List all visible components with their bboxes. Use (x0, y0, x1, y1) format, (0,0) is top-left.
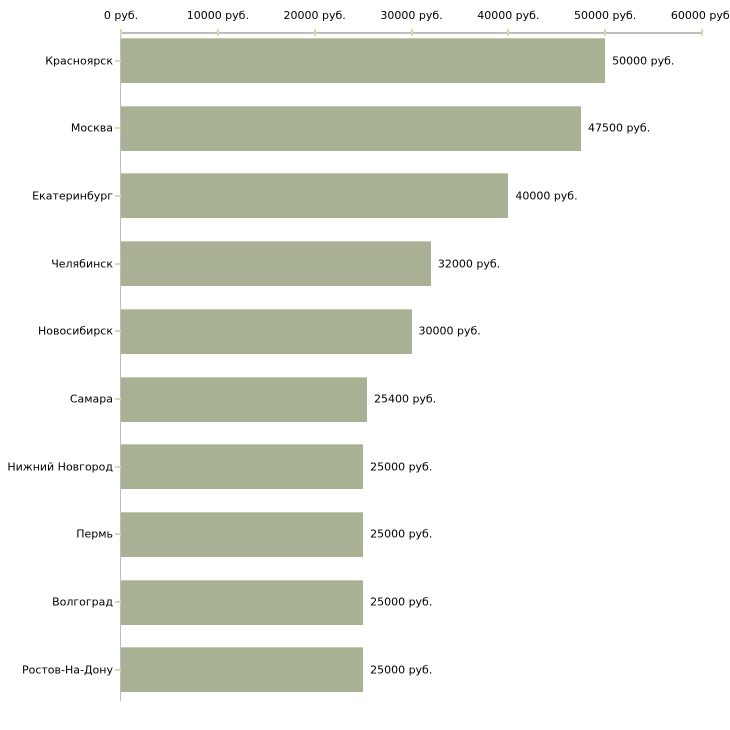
value-axis-tick (701, 29, 703, 36)
bar (121, 579, 364, 625)
category-axis-tick (115, 465, 122, 468)
value-axis-tick (313, 29, 316, 36)
value-axis-tick (216, 29, 219, 36)
bar-value-label: 25000 руб. (370, 527, 433, 541)
category-label: Екатеринбург (32, 189, 113, 203)
category-label: Нижний Новгород (7, 460, 113, 474)
category-axis-line (120, 32, 121, 701)
value-axis-tick-label: 10000 руб. (186, 9, 249, 22)
category-axis-tick (115, 330, 122, 333)
category-label: Челябинск (51, 257, 113, 271)
value-axis-tick (410, 29, 413, 36)
category-axis-tick (115, 601, 122, 604)
category-axis-tick (115, 398, 122, 400)
bar (121, 511, 364, 557)
bar-value-label: 25000 руб. (370, 663, 433, 677)
bar-value-label: 25000 руб. (370, 595, 433, 609)
value-axis-tick-label: 30000 руб. (380, 9, 443, 22)
bar-value-label: 25000 руб. (370, 460, 433, 474)
bar (121, 444, 364, 490)
category-label: Пермь (76, 527, 113, 541)
value-axis-tick-label: 0 руб. (103, 9, 139, 22)
bar (121, 38, 606, 83)
bar (121, 105, 581, 151)
category-axis-tick (115, 262, 122, 265)
bar (121, 647, 364, 693)
value-axis-tick-label: 60000 руб. (670, 9, 730, 22)
value-axis-tick (120, 29, 122, 36)
bar-value-label: 30000 руб. (418, 324, 481, 338)
bar (121, 308, 412, 354)
category-axis-tick (115, 194, 122, 197)
category-label: Красноярск (45, 54, 113, 67)
bar-value-label: 40000 руб. (515, 189, 578, 203)
bar (121, 241, 431, 287)
category-label: Волгоград (52, 595, 113, 609)
bar-value-label: 32000 руб. (437, 257, 501, 271)
value-axis-tick (507, 29, 510, 36)
value-axis-tick-label: 50000 руб. (574, 9, 637, 22)
category-label: Новосибирск (37, 324, 113, 338)
category-label: Ростов-На-Дону (21, 663, 113, 677)
value-axis-tick-label: 20000 руб. (283, 9, 346, 22)
value-axis-tick (604, 29, 607, 36)
category-label: Москва (70, 121, 113, 135)
category-axis-tick (115, 59, 122, 62)
bar-value-label: 47500 руб. (587, 121, 651, 135)
category-axis-tick (115, 127, 122, 130)
bar (121, 376, 367, 422)
bar-value-label: 25400 руб. (373, 392, 437, 406)
category-axis-tick (115, 668, 122, 671)
bar-value-label: 50000 руб. (612, 54, 675, 67)
category-axis-tick (115, 533, 122, 536)
bar (121, 173, 509, 219)
category-label: Самара (69, 392, 113, 406)
value-axis-tick-label: 40000 руб. (477, 9, 540, 22)
